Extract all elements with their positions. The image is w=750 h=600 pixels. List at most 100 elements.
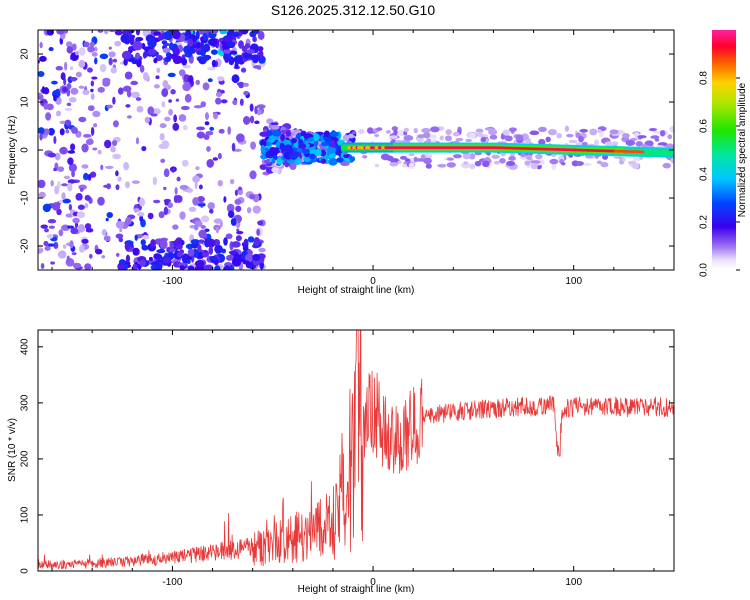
spectrogram-cell	[374, 163, 380, 168]
spectrogram-cell	[87, 67, 93, 73]
spectrogram-cell	[187, 38, 194, 47]
spectrogram-cell	[139, 64, 145, 73]
spectrogram-cell	[187, 75, 194, 84]
spectrogram-cell	[104, 139, 112, 149]
spectrogram-cell	[135, 137, 140, 145]
spectrogram-cell	[229, 178, 235, 185]
spectrogram-cell	[197, 203, 206, 207]
spectrogram-cell	[632, 163, 640, 170]
spectrogram-cell	[66, 255, 70, 263]
spectrogram-cell	[104, 30, 109, 35]
spectrogram-cell	[256, 104, 266, 109]
spectrogram-cell	[119, 228, 123, 233]
spectrogram-cell	[114, 40, 122, 47]
spectrogram-cell	[120, 33, 130, 44]
spectrogram-cell	[415, 158, 425, 162]
spectrogram-cell	[75, 71, 82, 78]
spectrogram-cell	[296, 148, 303, 153]
spectrogram-cell	[254, 105, 258, 115]
spectrogram-cell	[74, 221, 79, 229]
spectrogram-cell	[249, 30, 257, 38]
spectrogram-cell	[662, 162, 671, 169]
spectrogram-cell	[136, 105, 144, 113]
snr-ytick-label: 100	[20, 506, 31, 523]
spectrogram-cell	[621, 157, 626, 162]
spectrogram-cell	[326, 146, 336, 154]
spectrogram-cell	[199, 30, 205, 35]
spectrogram-cell	[249, 193, 256, 200]
spectrogram-cell	[253, 65, 262, 69]
spectrogram-cell	[219, 30, 228, 35]
spectrogram-cell	[61, 183, 68, 187]
spectrogram-cell	[59, 128, 65, 136]
spectrogram-cell	[168, 43, 174, 50]
spectrogram-cell	[230, 218, 237, 226]
snr-xtick-label: 0	[370, 577, 376, 588]
spectrogram-cell	[430, 126, 440, 133]
spectrogram-cell	[91, 51, 98, 57]
spectrogram-cell	[252, 36, 257, 43]
spectrogram-cell	[195, 42, 201, 49]
spectrogram-ytick-label: -10	[20, 190, 31, 205]
spectrogram-cell	[56, 30, 65, 35]
spectrogram-cell	[307, 137, 315, 142]
spectrogram-cell	[524, 160, 531, 166]
spectrogram-cell	[50, 261, 55, 265]
spectrogram-cell	[125, 217, 132, 226]
spectrogram-cell	[650, 135, 660, 139]
spectrogram-cell	[641, 150, 645, 154]
spectrogram-cell	[103, 235, 111, 242]
spectrogram-cell	[129, 35, 135, 46]
spectrogram-cell	[323, 130, 330, 138]
spectrogram-cell	[193, 224, 199, 231]
spectrogram-cell	[171, 168, 176, 173]
spectrogram-cell	[551, 163, 556, 171]
spectrogram-cell	[97, 149, 102, 155]
spectrogram-cell	[118, 264, 126, 270]
spectrogram-cell	[43, 240, 49, 247]
spectrogram-cell	[637, 135, 647, 139]
spectrogram-cell	[60, 72, 66, 81]
spectrogram-cell	[328, 157, 338, 166]
spectrogram-cell	[142, 51, 147, 59]
spectrogram-cell	[568, 139, 578, 144]
spectrogram-cell	[220, 99, 228, 104]
spectrogram-cell	[54, 185, 60, 195]
spectrogram-cell	[83, 41, 90, 48]
spectrogram-cell	[91, 76, 98, 80]
spectrogram-cell	[604, 141, 613, 147]
spectrogram-cell	[124, 181, 131, 189]
colorbar: 0.0 0.2 0.4 0.6 0.8 Normalized spectral ampl…	[699, 30, 748, 277]
spectrogram-cell	[208, 246, 214, 255]
spectrogram-cell	[545, 136, 551, 143]
spectrogram-cell	[549, 158, 559, 165]
spectrogram-cell	[97, 196, 105, 206]
spectrogram-cell	[125, 254, 131, 263]
spectrogram-cell	[211, 59, 217, 68]
spectrogram-cell	[242, 244, 249, 252]
spectrogram-cell	[147, 212, 154, 220]
spectrogram-cell	[182, 82, 192, 92]
spectrogram-cell	[667, 134, 673, 140]
spectrogram-cell	[48, 225, 55, 229]
spectrogram-cell	[88, 253, 93, 259]
spectrogram-cell	[182, 124, 188, 131]
spectrogram-cell	[162, 257, 172, 264]
spectrogram-cell	[529, 130, 540, 136]
spectrogram-cell	[162, 47, 171, 54]
spectrogram-cell	[167, 202, 173, 209]
spectrogram-cell	[589, 128, 598, 136]
spectrogram-cell	[242, 82, 249, 87]
spectrogram-cell	[403, 127, 410, 133]
spectrogram-cell	[66, 83, 72, 90]
spectrogram-cell	[253, 237, 260, 247]
spectrogram-cell	[671, 149, 674, 156]
spectrogram-cell	[53, 241, 59, 250]
spectrogram-cell	[53, 167, 57, 172]
spectrogram-cell	[206, 158, 215, 168]
spectrogram-cell	[66, 46, 74, 54]
spectrogram-cell	[153, 253, 161, 258]
spectrogram-cell	[421, 128, 431, 133]
snr-ytick-label: 400	[20, 338, 31, 355]
